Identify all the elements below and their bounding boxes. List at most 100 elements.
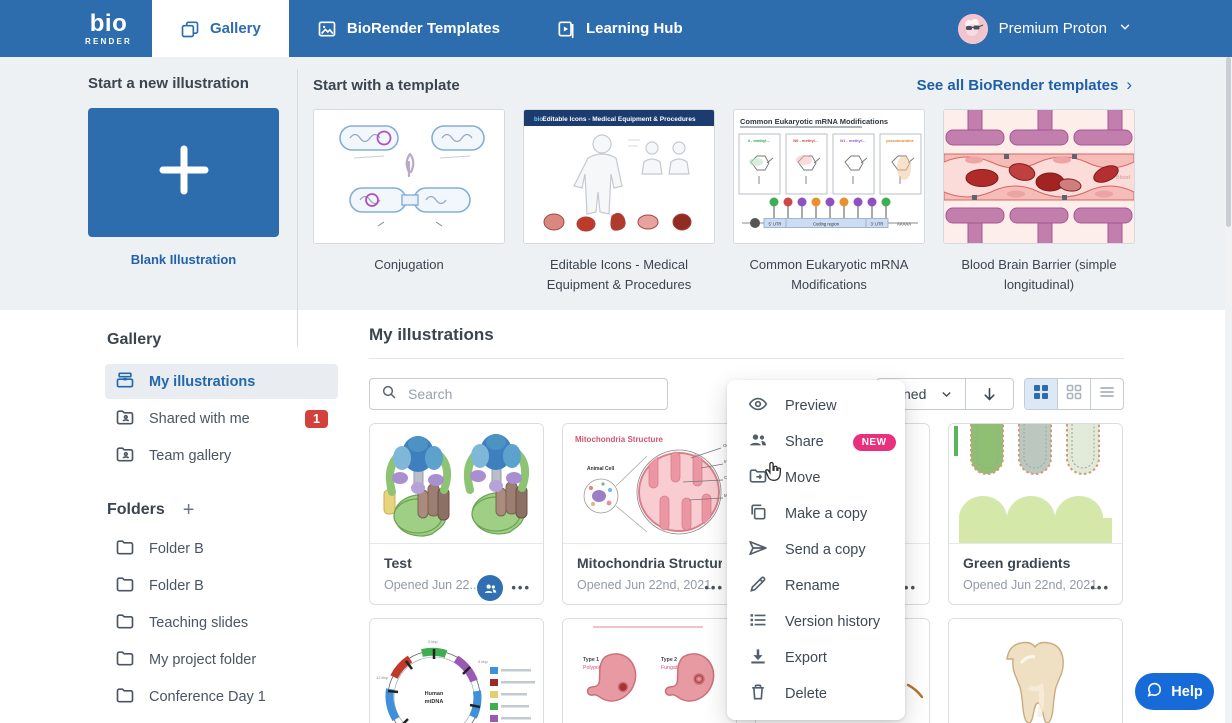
menu-item-preview[interactable]: Preview [727,388,905,424]
folder-item[interactable]: Folder B [105,530,338,567]
template-editable-icons[interactable]: bio Editable Icons - Medical Equipment &… [523,109,715,295]
folder-item[interactable]: Folder B [105,567,338,604]
new-illustration-section: Start a new illustration Blank Illustrat… [88,75,279,267]
card-thumbnail [949,619,1122,723]
illustration-card-green-gradients[interactable]: Green gradients Opened Jun 22nd, 2021 ••… [948,423,1123,605]
view-list-button[interactable] [1090,379,1123,409]
shared-count-badge: 1 [305,409,328,428]
card-more-button[interactable]: ••• [1090,580,1110,595]
primary-nav: Gallery BioRender Templates Learning Hub [151,0,711,57]
template-mrna-thumb: Common Eukaryotic mRNA Modifications 4 -… [733,109,925,244]
illustration-card-stomach-types[interactable]: Type 1 Polypoid Type 2 Fungating Type 3 … [562,618,737,723]
illustration-card-test[interactable]: Test Opened Jun 22... ••• [369,423,544,605]
blank-illustration-card[interactable] [88,108,279,237]
mrna-thumb-title: Common Eukaryotic mRNA Modifications [740,117,888,126]
tab-learning-hub[interactable]: Learning Hub [528,0,711,57]
sort-chevron-icon[interactable] [940,388,953,401]
folder-item[interactable]: Conference Day 1 [105,678,338,715]
tab-learning-label: Learning Hub [585,20,683,37]
help-button[interactable]: Help [1135,673,1214,710]
blank-illustration-label[interactable]: Blank Illustration [130,252,237,267]
hero-divider [297,69,298,347]
card-info: Mitochondria Structur... Opened Jun 22nd… [563,543,736,604]
sort-direction-button[interactable] [966,386,1013,403]
menu-item-label: Move [785,470,821,486]
templates-icon [317,19,337,39]
list-view-icon [1099,384,1115,405]
card-subtitle: Opened Jun 22nd, 2021 [577,578,712,592]
template-blood-brain-barrier[interactable]: Blood Blood Brain Barrier (simple longit… [943,109,1135,295]
card-more-button[interactable]: ••• [704,580,724,595]
menu-item-share[interactable]: Share NEW [727,424,905,460]
menu-item-make-a-copy[interactable]: Make a copy [727,496,905,532]
view-toggle-group [1024,378,1124,410]
biorender-logo[interactable]: bio RENDER [85,9,132,46]
folder-label: My project folder [149,651,257,668]
chevron-right-icon: › [1126,75,1132,94]
svg-text:Coding region: Coding region [813,222,840,227]
menu-item-label: Rename [785,578,840,594]
divider [965,379,967,409]
sidebar-item-my-illustrations[interactable]: My illustrations [105,364,338,399]
scrollbar[interactable] [1225,57,1232,723]
gallery-sidebar: Gallery My illustrations Shared with me … [105,310,338,715]
card-thumbnail: Type 1 Polypoid Type 2 Fungating Type 3 … [563,619,736,723]
send-icon [748,538,768,562]
svg-text:Fungating: Fungating [661,665,684,671]
menu-item-delete[interactable]: Delete [727,676,905,712]
view-grid-large-button[interactable] [1025,379,1057,409]
sidebar-item-label: Shared with me [149,410,250,427]
add-folder-button[interactable]: + [182,499,195,521]
svg-text:4 - methyl…: 4 - methyl… [748,138,771,143]
menu-item-label: Make a copy [785,506,868,522]
folder-item[interactable]: Teaching slides [105,604,338,641]
card-title: Test [384,555,412,571]
illustration-card-mitochondria[interactable]: Mitochondria Structure Animal Cell [562,423,737,605]
see-all-templates-link[interactable]: See all BioRender templates › [916,75,1132,94]
tab-gallery[interactable]: Gallery [151,0,289,57]
folder-icon [115,648,135,672]
divider [369,358,1124,359]
sidebar-item-shared-with-me[interactable]: Shared with me 1 [105,401,338,436]
card-thumbnail: Mitochondria Structure Animal Cell [563,424,736,543]
chevron-down-icon [1118,20,1132,38]
account-menu[interactable]: Premium Proton [957,0,1132,57]
svg-text:N6 - methyl…: N6 - methyl… [793,138,819,143]
folder-icon [115,537,135,561]
menu-item-send-a-copy[interactable]: Send a copy [727,532,905,568]
svg-text:N1 - methyl…: N1 - methyl… [840,138,866,143]
template-bbb-thumb: Blood [943,109,1135,244]
sort-dropdown[interactable]: ned [903,386,927,402]
copy-icon [748,502,768,526]
menu-item-rename[interactable]: Rename [727,568,905,604]
logo-text-bio: bio [89,9,128,37]
folder-icon [115,685,135,709]
template-editable-icons-thumb: bio Editable Icons - Medical Equipment &… [523,109,715,244]
search-box[interactable] [369,378,668,410]
illustration-card-tooth[interactable] [948,618,1123,723]
sidebar-item-team-gallery[interactable]: Team gallery [105,438,338,473]
search-input[interactable] [406,385,656,403]
template-mrna-modifications[interactable]: Common Eukaryotic mRNA Modifications 4 -… [733,109,925,295]
version-history-icon [748,610,768,634]
menu-item-version-history[interactable]: Version history [727,604,905,640]
trash-icon [748,682,768,706]
menu-item-move[interactable]: Move [727,460,905,496]
help-label: Help [1171,683,1203,700]
shared-users-badge[interactable] [477,575,503,601]
grid-small-icon [1066,384,1082,405]
scrollbar-thumb[interactable] [1226,57,1231,227]
folder-item[interactable]: My project folder [105,641,338,678]
tab-biorender-templates[interactable]: BioRender Templates [289,0,528,57]
new-illustration-title: Start a new illustration [88,75,249,92]
menu-item-label: Send a copy [785,542,866,558]
menu-item-export[interactable]: Export [727,640,905,676]
view-grid-small-button[interactable] [1057,379,1090,409]
card-title: Mitochondria Structur... [577,555,722,571]
logo-text-render: RENDER [85,36,132,46]
template-conjugation[interactable]: Conjugation [313,109,505,295]
card-more-button[interactable]: ••• [511,580,531,595]
